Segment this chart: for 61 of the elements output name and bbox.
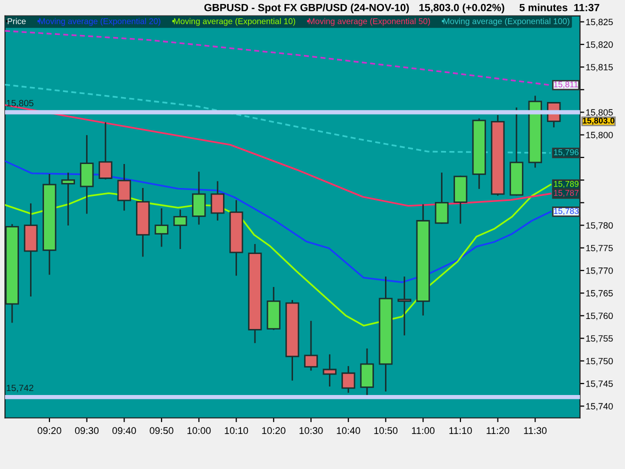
y-tick-label: 15,755 [586,335,613,343]
legend-title: Price [8,18,26,24]
x-tick-label: 11:30 [524,427,547,434]
x-tick-label: 09:50 [150,427,174,434]
x-tick-label: 10:30 [300,427,323,434]
data-label: 15,783 [554,208,579,215]
candlestick [304,320,318,371]
candlestick [434,172,449,224]
chart-subtitle: 15,803.0 (+0.02%) 5 minutes 11:37 [419,4,600,14]
candlestick [210,181,224,221]
x-tick-label: 11:10 [449,427,472,434]
y-tick-label: 15,825 [586,18,613,26]
candlestick [61,172,76,226]
x-tick-label: 09:30 [75,427,99,434]
data-label: 15,789 [554,180,579,188]
line-series [5,160,552,284]
x-tick-label: 10:50 [374,427,398,434]
y-tick-label: 15,805 [586,109,613,117]
candlestick [173,210,188,250]
candlestick [98,122,112,180]
legend-label: Moving average (Exponential 50) [308,18,430,26]
x-tick-label: 11:20 [486,427,510,434]
y-tick-label: 15,780 [586,222,613,230]
legend-label: Moving average (Exponential 10) [174,18,296,26]
x-tick-label: 10:40 [336,427,360,434]
y-tick-label: 15,750 [586,358,613,366]
x-tick-label: 10:10 [224,427,248,434]
candlestick [322,354,337,386]
line-series [5,84,552,154]
y-tick-label: 15,760 [586,312,613,320]
candlestick [117,164,132,211]
candlestick [342,366,356,393]
candlestick [360,348,374,398]
x-tick-label: 10:00 [187,427,211,434]
x-tick-label: 09:20 [38,427,62,434]
x-tick-label: 10:20 [262,427,286,434]
data-label: 15,787 [554,190,578,197]
ref-line-label: 15,742 [6,384,34,392]
y-tick-label: 15,775 [586,244,613,252]
x-tick-label: 11:00 [412,427,435,434]
y-tick-label: 15,745 [586,380,613,388]
legend-label: Moving average (Exponential 100) [444,18,570,26]
text: 15,803.0 [582,118,614,125]
data-label: 15,796 [554,149,579,156]
ref-line-label: 15,805 [6,100,34,108]
candlestick [192,172,206,225]
data-label: 15,811 [554,81,578,88]
candlestick [398,276,412,336]
line-series [5,30,552,86]
legend-label: Moving average (Exponential 20) [39,18,160,26]
y-tick-label: 15,740 [586,403,613,411]
y-tick-label: 15,800 [586,132,613,140]
y-tick-label: 15,815 [586,64,613,72]
y-tick-label: 15,820 [586,41,613,49]
y-tick-label: 15,770 [586,267,613,275]
candlestick [80,135,94,214]
y-tick-label: 15,765 [586,290,613,298]
line-series [5,184,552,326]
candlestick [154,208,168,247]
x-tick-label: 09:40 [112,427,136,434]
chart-title: GBPUSD - Spot FX GBP/USD (24-NOV-10) [204,4,409,14]
